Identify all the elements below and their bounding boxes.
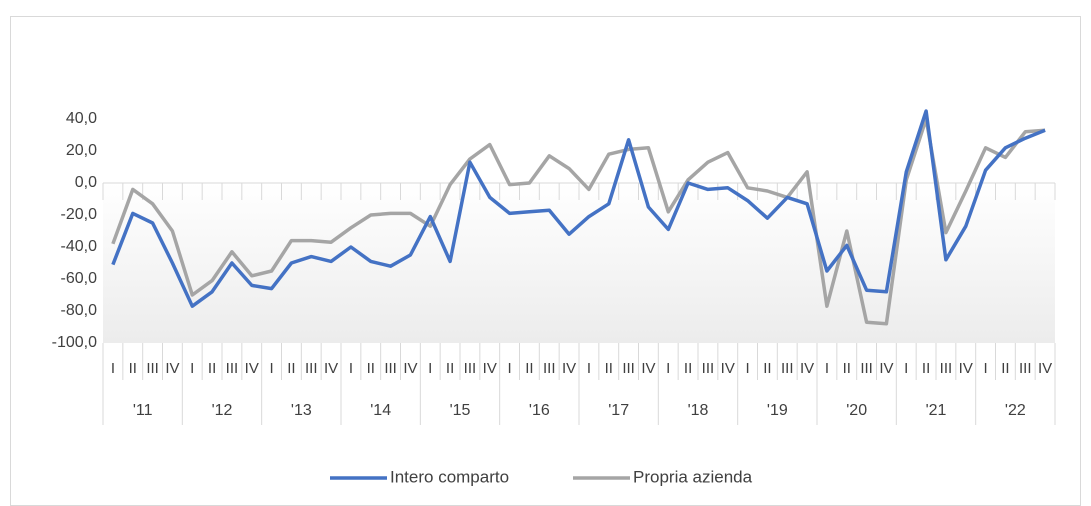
year-label: '21 bbox=[926, 402, 947, 419]
x-tick-label: I bbox=[983, 360, 987, 377]
x-tick-label: III bbox=[781, 360, 794, 377]
x-tick-label: I bbox=[904, 360, 908, 377]
year-label: '11 bbox=[133, 402, 153, 419]
y-tick-label: -20,0 bbox=[61, 206, 98, 223]
x-tick-label: III bbox=[860, 360, 873, 377]
x-tick-label: II bbox=[922, 360, 930, 377]
x-tick-label: I bbox=[269, 360, 273, 377]
x-tick-label: I bbox=[428, 360, 432, 377]
x-tick-label: II bbox=[129, 360, 137, 377]
legend-label: Intero comparto bbox=[390, 467, 509, 486]
x-tick-label: I bbox=[825, 360, 829, 377]
x-tick-label: III bbox=[464, 360, 477, 377]
x-tick-label: II bbox=[1001, 360, 1009, 377]
y-tick-label: 20,0 bbox=[66, 142, 97, 159]
x-tick-label: II bbox=[525, 360, 533, 377]
y-tick-label: 40,0 bbox=[66, 110, 97, 127]
x-tick-label: II bbox=[763, 360, 771, 377]
x-tick-label: I bbox=[507, 360, 511, 377]
x-tick-label: IV bbox=[1038, 360, 1052, 377]
x-tick-label: II bbox=[208, 360, 216, 377]
year-label: '20 bbox=[846, 402, 867, 419]
x-tick-label: III bbox=[1019, 360, 1032, 377]
x-tick-label: III bbox=[543, 360, 556, 377]
year-label: '12 bbox=[212, 402, 233, 419]
x-tick-label: I bbox=[745, 360, 749, 377]
x-tick-label: III bbox=[384, 360, 397, 377]
x-tick-label: III bbox=[226, 360, 239, 377]
year-label: '16 bbox=[529, 402, 550, 419]
x-tick-label: II bbox=[446, 360, 454, 377]
x-tick-label: III bbox=[622, 360, 635, 377]
series-line bbox=[111, 109, 1046, 308]
y-tick-label: -80,0 bbox=[61, 302, 98, 319]
x-tick-label: IV bbox=[165, 360, 179, 377]
x-tick-label: II bbox=[843, 360, 851, 377]
x-tick-label: IV bbox=[800, 360, 814, 377]
x-tick-label: II bbox=[367, 360, 375, 377]
y-tick-label: 0,0 bbox=[75, 174, 97, 191]
x-tick-label: III bbox=[305, 360, 318, 377]
x-tick-label: IV bbox=[959, 360, 973, 377]
x-tick-label: IV bbox=[403, 360, 417, 377]
year-label: '18 bbox=[688, 402, 709, 419]
x-tick-label: IV bbox=[562, 360, 576, 377]
y-tick-label: -60,0 bbox=[61, 270, 98, 287]
x-tick-label: II bbox=[287, 360, 295, 377]
x-tick-label: III bbox=[146, 360, 159, 377]
legend-label: Propria azienda bbox=[633, 467, 753, 486]
year-label: '13 bbox=[291, 402, 312, 419]
x-tick-label: II bbox=[605, 360, 613, 377]
x-tick-label: IV bbox=[324, 360, 338, 377]
x-tick-label: IV bbox=[879, 360, 893, 377]
year-label: '14 bbox=[370, 402, 391, 419]
x-tick-label: I bbox=[190, 360, 194, 377]
x-tick-label: IV bbox=[245, 360, 259, 377]
x-tick-label: IV bbox=[721, 360, 735, 377]
year-label: '19 bbox=[767, 402, 788, 419]
x-tick-label: III bbox=[940, 360, 953, 377]
plot-background bbox=[103, 183, 1055, 343]
year-label: '22 bbox=[1005, 402, 1026, 419]
x-tick-label: I bbox=[587, 360, 591, 377]
x-tick-label: III bbox=[702, 360, 715, 377]
x-tick-label: II bbox=[684, 360, 692, 377]
year-label: '17 bbox=[608, 402, 629, 419]
x-tick-label: I bbox=[111, 360, 115, 377]
year-label: '15 bbox=[450, 402, 471, 419]
x-tick-label: I bbox=[666, 360, 670, 377]
y-tick-label: -100,0 bbox=[52, 334, 97, 351]
series-line bbox=[111, 117, 1046, 326]
y-tick-label: -40,0 bbox=[61, 238, 98, 255]
x-tick-label: IV bbox=[483, 360, 497, 377]
x-tick-label: I bbox=[349, 360, 353, 377]
x-tick-label: IV bbox=[641, 360, 655, 377]
